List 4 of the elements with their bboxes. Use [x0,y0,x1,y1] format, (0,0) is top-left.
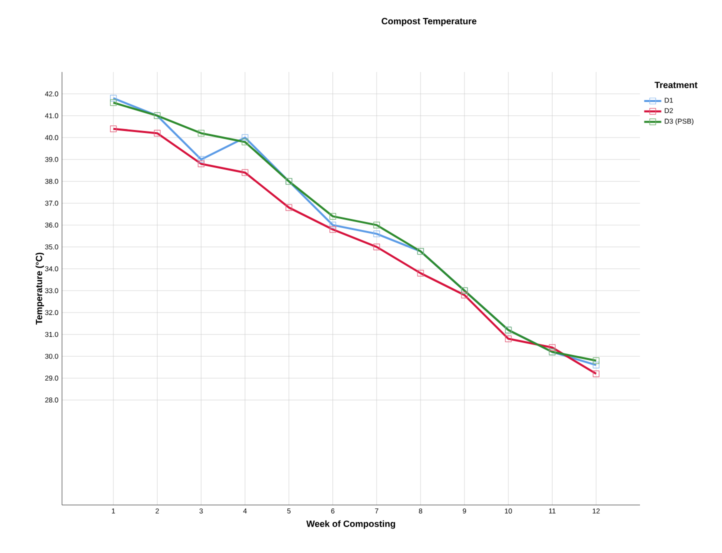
legend-title: Treatment [654,82,698,88]
chart-title: Compost Temperature [382,18,476,26]
x-axis-title: Week of Composting [306,520,396,529]
y-axis-title: Temperature (°C) [36,252,44,325]
